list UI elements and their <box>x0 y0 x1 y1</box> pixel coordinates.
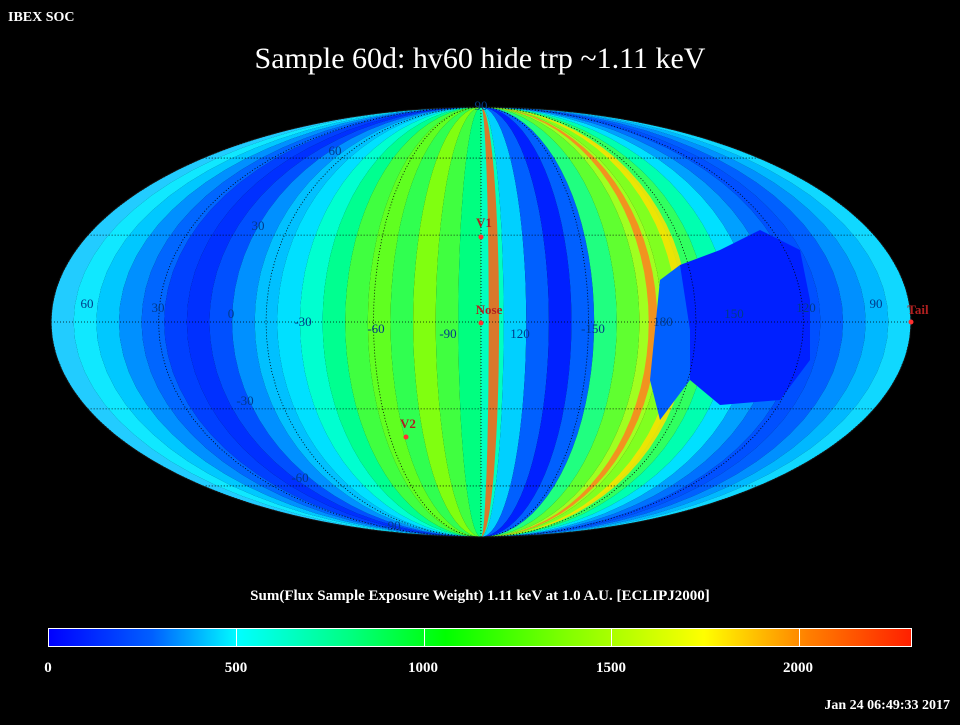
longitude-label: -90 <box>439 326 456 341</box>
map-band <box>481 107 572 537</box>
map-band <box>367 107 481 537</box>
marker-label: V2 <box>400 416 416 431</box>
colorbar-tick: 1500 <box>596 660 626 676</box>
longitude-label: -60 <box>367 321 384 336</box>
longitude-label: 150 <box>724 306 744 321</box>
latitude-label: -30 <box>236 393 253 408</box>
latitude-label: 60 <box>329 143 342 158</box>
latitude-label: -90 <box>383 518 400 533</box>
colorbar-tick: 1000 <box>408 660 438 676</box>
map-band <box>390 107 481 537</box>
soc-label: IBEX SOC <box>8 10 75 25</box>
longitude-label: 0 <box>228 306 235 321</box>
colorbar-tick: 500 <box>224 660 248 676</box>
colorbar <box>48 628 912 647</box>
map-streak <box>481 107 500 537</box>
map-band <box>481 107 640 537</box>
marker-dot <box>908 319 914 325</box>
timestamp: Jan 24 06:49:33 2017 <box>824 698 950 713</box>
map-band <box>345 107 481 537</box>
low-flux-edge <box>650 265 690 420</box>
map-band <box>481 107 527 537</box>
map-band <box>322 107 481 537</box>
latitude-label: 90 <box>475 98 488 113</box>
meridian-line <box>158 107 482 537</box>
marker-dot <box>478 234 484 240</box>
colorbar-tick: 2000 <box>783 660 813 676</box>
map-band <box>435 107 481 537</box>
colorbar-title: Sum(Flux Sample Exposure Weight) 1.11 ke… <box>250 588 710 604</box>
map-title: Sample 60d: hv60 hide trp ~1.11 keV <box>254 42 706 75</box>
low-flux-region <box>680 230 810 405</box>
marker-label: Tail <box>907 302 929 317</box>
map-band <box>481 107 617 537</box>
colorbar-tick: 0 <box>44 660 52 676</box>
map-band <box>481 107 595 537</box>
marker-label: V1 <box>476 215 492 230</box>
meridian-line <box>480 107 804 537</box>
longitude-label: 120 <box>510 326 530 341</box>
map-band <box>458 107 481 537</box>
longitude-label: 60 <box>81 296 94 311</box>
marker-dot <box>403 434 409 440</box>
longitude-label: 180 <box>653 314 673 329</box>
marker-dot <box>478 320 484 326</box>
longitude-label: -150 <box>581 321 605 336</box>
marker-label: Nose <box>476 302 503 317</box>
map-band <box>413 107 481 537</box>
longitude-label: 90 <box>870 296 883 311</box>
latitude-label: -60 <box>291 470 308 485</box>
longitude-label: 30 <box>152 300 165 315</box>
longitude-label: 120 <box>796 300 816 315</box>
map-band <box>481 107 549 537</box>
longitude-label: -30 <box>294 314 311 329</box>
latitude-label: 30 <box>252 218 265 233</box>
